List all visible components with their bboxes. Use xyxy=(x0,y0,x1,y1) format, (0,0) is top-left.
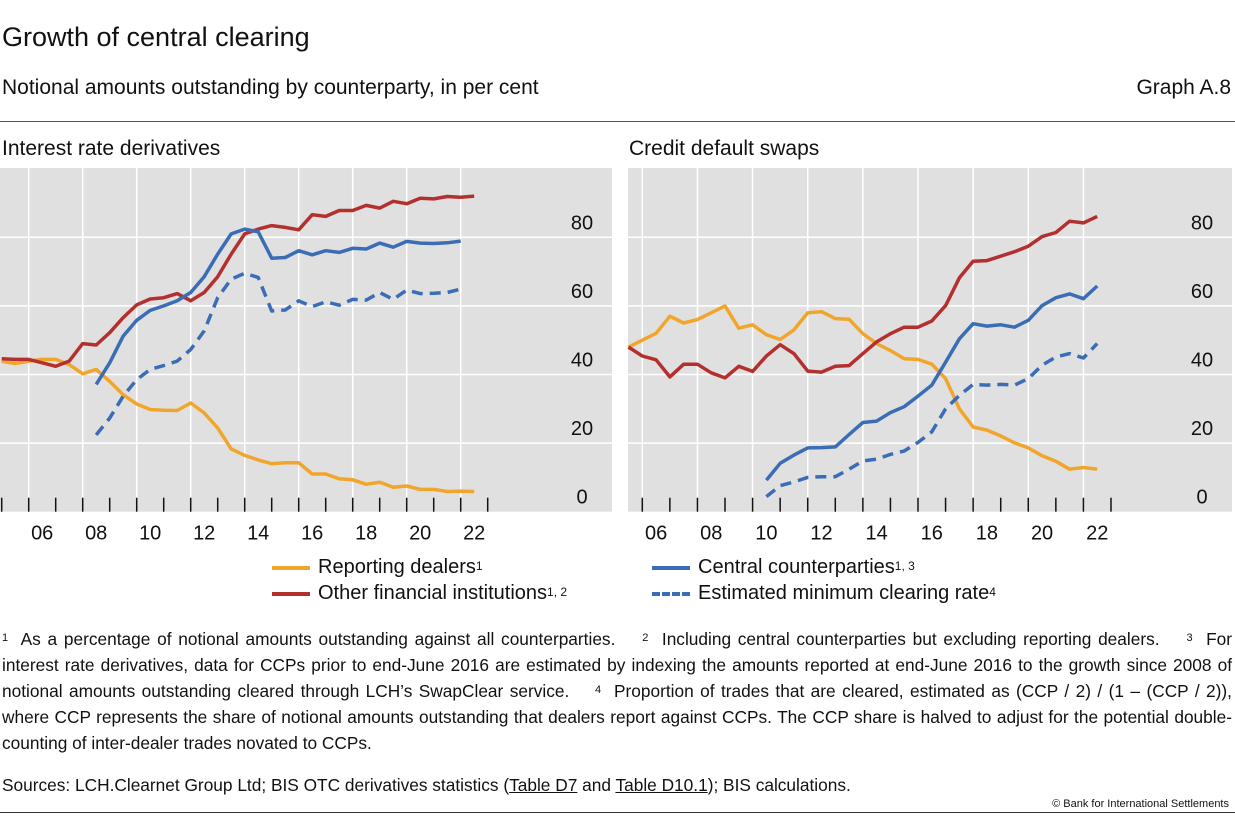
y-tick-label: 80 xyxy=(571,212,593,234)
series-line-other-financial-institutions xyxy=(1,194,475,369)
x-tick-label: 18 xyxy=(355,523,377,545)
series-line-reporting-dealers xyxy=(627,304,1098,471)
link-table-d10-1[interactable]: Table D10.1 xyxy=(615,775,708,795)
footer-divider xyxy=(0,812,1235,813)
sources: Sources: LCH.Clearnet Group Ltd; BIS OTC… xyxy=(2,775,851,796)
link-table-d7[interactable]: Table D7 xyxy=(509,775,578,795)
footnotes: 1 As a percentage of notional amounts ou… xyxy=(2,626,1232,756)
series-line-estimated-minimum-clearing-rate xyxy=(765,342,1099,498)
footnote-text: Proportion of trades that are cleared, e… xyxy=(2,681,1232,753)
legend-label: Estimated minimum clearing rate xyxy=(698,582,990,604)
x-tick-label: 12 xyxy=(810,523,832,545)
footnote-number: 2 xyxy=(642,632,649,644)
series-line-estimated-minimum-clearing-rate xyxy=(94,271,462,436)
legend-label: Other financial institutions xyxy=(318,582,548,604)
y-tick-label: 20 xyxy=(571,418,593,440)
x-tick-label: 08 xyxy=(85,523,107,545)
x-tick-label: 22 xyxy=(463,523,485,545)
legend-swatch xyxy=(272,591,310,596)
y-tick-label: 40 xyxy=(1191,350,1213,372)
x-tick-label: 10 xyxy=(755,523,777,545)
y-tick-label: 0 xyxy=(576,487,587,509)
x-tick-label: 06 xyxy=(645,523,667,545)
series-line-other-financial-institutions xyxy=(627,214,1098,380)
legend-item-reporting-dealers: Reporting dealers 1 xyxy=(272,556,483,579)
legend-sup: 1 xyxy=(475,558,483,573)
legend-item-other-financial-institutions: Other financial institutions 1, 2 xyxy=(272,582,567,605)
legend-swatch xyxy=(652,565,690,570)
graph-subtitle: Notional amounts outstanding by counterp… xyxy=(2,76,539,99)
footnote-number: 3 xyxy=(1186,632,1193,644)
x-tick-label: 10 xyxy=(139,523,161,545)
x-tick-label: 14 xyxy=(247,523,269,545)
panel-title-irs: Interest rate derivatives xyxy=(2,137,221,160)
y-tick-label: 20 xyxy=(1191,418,1213,440)
footnote-text: As a percentage of notional amounts outs… xyxy=(20,629,616,649)
legend-swatch xyxy=(652,591,690,596)
chart-credit-default-swaps: 0 20 40 60 80 06 08 10 12 14 16 18 20 22 xyxy=(627,168,1232,545)
legend-item-estimated-minimum-clearing-rate: Estimated minimum clearing rate 4 xyxy=(652,582,996,605)
x-tick-label: 18 xyxy=(976,523,998,545)
footnote-number: 1 xyxy=(2,632,9,644)
sources-text: Sources: LCH.Clearnet Group Ltd; BIS OTC… xyxy=(2,775,510,795)
series-line-central-counterparties xyxy=(765,284,1099,482)
legend-sup: 4 xyxy=(989,584,996,599)
graph-id: Graph A.8 xyxy=(1136,76,1231,99)
copyright: © Bank for International Settlements xyxy=(1052,798,1229,810)
x-tick-label: 12 xyxy=(193,523,215,545)
sources-text: ); BIS calculations. xyxy=(707,775,851,795)
x-tick-label: 16 xyxy=(921,523,943,545)
x-tick-label: 08 xyxy=(700,523,722,545)
sources-text: and xyxy=(577,775,616,795)
legend-sup: 1, 3 xyxy=(894,558,915,573)
y-tick-label: 40 xyxy=(571,350,593,372)
plot-background xyxy=(628,168,1232,512)
graph-title: Growth of central clearing xyxy=(2,22,310,52)
panel-title-cds: Credit default swaps xyxy=(629,137,820,160)
y-tick-label: 80 xyxy=(1191,212,1213,234)
x-tick-label: 16 xyxy=(301,523,323,545)
legend-swatch xyxy=(272,565,310,570)
x-tick-label: 20 xyxy=(409,523,431,545)
footnote-number: 4 xyxy=(594,684,602,696)
y-tick-label: 60 xyxy=(571,281,593,303)
series-line-central-counterparties xyxy=(94,227,461,386)
x-tick-label: 22 xyxy=(1086,523,1108,545)
legend-label: Central counterparties xyxy=(698,556,895,578)
x-tick-label: 14 xyxy=(866,523,888,545)
x-tick-label: 20 xyxy=(1031,523,1053,545)
chart-interest-rate-derivatives: 0 20 40 60 80 06 08 10 12 14 16 18 20 22 xyxy=(0,168,612,545)
footnote-text: Including central counterparties but exc… xyxy=(661,629,1160,649)
x-tick-label: 06 xyxy=(31,523,53,545)
legend-label: Reporting dealers xyxy=(318,556,476,578)
y-tick-label: 0 xyxy=(1196,487,1207,509)
legend-item-central-counterparties: Central counterparties 1, 3 xyxy=(652,556,915,579)
legend-sup: 1, 2 xyxy=(547,584,568,599)
header-divider xyxy=(0,121,1235,122)
footnote-text: For interest rate derivatives, data for … xyxy=(2,629,1232,701)
y-tick-label: 60 xyxy=(1191,281,1213,303)
series-line-reporting-dealers xyxy=(1,357,475,494)
